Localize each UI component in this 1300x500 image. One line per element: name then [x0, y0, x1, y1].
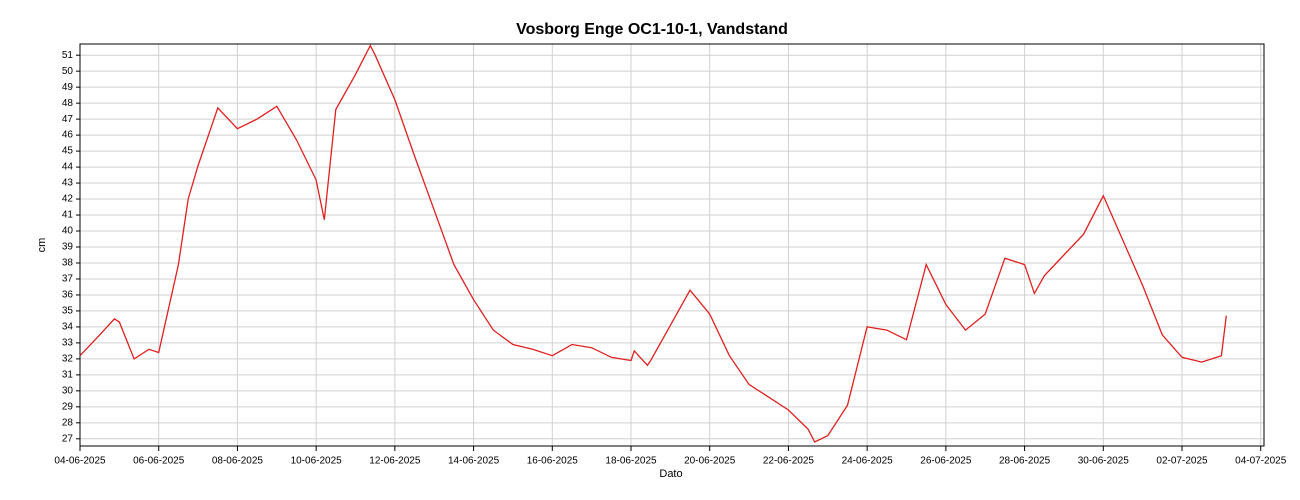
- y-tick-label: 49: [62, 82, 74, 93]
- y-tick-label: 39: [62, 242, 74, 253]
- y-tick-label: 50: [62, 66, 74, 77]
- x-tick-label: 12-06-2025: [369, 456, 421, 467]
- y-tick-label: 44: [62, 162, 74, 173]
- x-tick-label: 08-06-2025: [212, 456, 264, 467]
- y-tick-label: 32: [62, 354, 74, 365]
- y-tick-label: 40: [62, 226, 74, 237]
- y-tick-label: 48: [62, 98, 74, 109]
- y-tick-label: 45: [62, 146, 74, 157]
- y-tick-label: 47: [62, 114, 74, 125]
- x-tick-label: 10-06-2025: [291, 456, 343, 467]
- y-tick-label: 28: [62, 417, 74, 428]
- x-tick-label: 04-06-2025: [54, 456, 106, 467]
- y-tick-label: 37: [62, 274, 74, 285]
- y-tick-label: 51: [62, 50, 74, 61]
- y-tick-label: 33: [62, 338, 74, 349]
- x-tick-label: 18-06-2025: [605, 456, 657, 467]
- x-tick-label: 06-06-2025: [133, 456, 185, 467]
- x-axis-label: Dato: [659, 468, 682, 480]
- y-tick-label: 38: [62, 258, 74, 269]
- plot-frame: [79, 43, 1265, 447]
- x-tick-label: 26-06-2025: [920, 456, 972, 467]
- data-line: [79, 44, 1227, 443]
- x-tick-label: 04-07-2025: [1235, 456, 1287, 467]
- x-tick-label: 24-06-2025: [842, 456, 894, 467]
- y-tick-label: 34: [62, 322, 74, 333]
- y-tick-label: 30: [62, 385, 74, 396]
- x-tick-label: 14-06-2025: [448, 456, 500, 467]
- y-tick-label: 27: [62, 433, 74, 444]
- y-tick-label: 36: [62, 290, 74, 301]
- chart-title: Vosborg Enge OC1-10-1, Vandstand: [516, 21, 788, 38]
- y-tick-label: 46: [62, 130, 74, 141]
- x-tick-label: 20-06-2025: [684, 456, 736, 467]
- y-tick-label: 41: [62, 210, 74, 221]
- y-tick-label: 43: [62, 178, 74, 189]
- x-tick-label: 16-06-2025: [527, 456, 579, 467]
- y-tick-label: 31: [62, 370, 74, 381]
- x-tick-label: 28-06-2025: [999, 456, 1051, 467]
- y-tick-label: 42: [62, 194, 74, 205]
- x-tick-label: 30-06-2025: [1078, 456, 1130, 467]
- x-tick-label: 22-06-2025: [763, 456, 815, 467]
- y-tick-label: 29: [62, 401, 74, 412]
- x-tick-label: 02-07-2025: [1156, 456, 1208, 467]
- y-axis-label: cm: [36, 238, 48, 253]
- y-tick-label: 35: [62, 306, 74, 317]
